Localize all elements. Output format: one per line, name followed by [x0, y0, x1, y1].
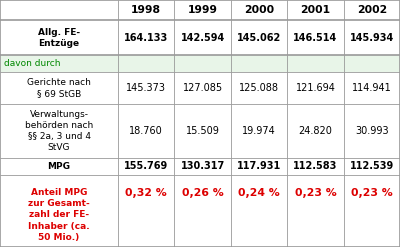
- Text: 1998: 1998: [131, 5, 161, 15]
- Bar: [0, 20, 400, 56]
- Text: 145.062: 145.062: [237, 33, 281, 42]
- Text: MPG: MPG: [48, 162, 70, 171]
- Text: 145.934: 145.934: [350, 33, 394, 42]
- Text: 2000: 2000: [244, 5, 274, 15]
- Text: 127.085: 127.085: [182, 83, 223, 93]
- Text: 0,32 %: 0,32 %: [125, 188, 167, 198]
- Text: 0,26 %: 0,26 %: [182, 188, 224, 198]
- Text: 125.088: 125.088: [239, 83, 279, 93]
- Text: 146.514: 146.514: [293, 33, 338, 42]
- Text: 0,23 %: 0,23 %: [351, 188, 393, 198]
- Text: Anteil MPG
zur Gesamt-
zahl der FE-
Inhaber (ca.
50 Mio.): Anteil MPG zur Gesamt- zahl der FE- Inha…: [28, 188, 90, 242]
- Text: 112.583: 112.583: [293, 162, 338, 171]
- Text: 2001: 2001: [300, 5, 330, 15]
- Bar: [0, 72, 400, 104]
- Text: 0,23 %: 0,23 %: [294, 188, 336, 198]
- Text: 18.760: 18.760: [129, 126, 163, 136]
- Text: 121.694: 121.694: [296, 83, 335, 93]
- Bar: [0, 0, 400, 20]
- Text: 114.941: 114.941: [352, 83, 392, 93]
- Text: Allg. FE-
Entzüge: Allg. FE- Entzüge: [38, 27, 80, 48]
- Text: 24.820: 24.820: [298, 126, 332, 136]
- Text: Gerichte nach
§ 69 StGB: Gerichte nach § 69 StGB: [27, 78, 91, 98]
- Text: davon durch: davon durch: [4, 59, 60, 68]
- Text: Verwaltungs-
behörden nach
§§ 2a, 3 und 4
StVG: Verwaltungs- behörden nach §§ 2a, 3 und …: [25, 109, 93, 152]
- Text: 117.931: 117.931: [237, 162, 281, 171]
- Text: 1999: 1999: [188, 5, 218, 15]
- Text: 30.993: 30.993: [355, 126, 389, 136]
- Bar: [0, 104, 400, 158]
- Text: 15.509: 15.509: [186, 126, 220, 136]
- Bar: [0, 175, 400, 247]
- Text: 0,24 %: 0,24 %: [238, 188, 280, 198]
- Text: 164.133: 164.133: [124, 33, 168, 42]
- Text: 142.594: 142.594: [180, 33, 225, 42]
- Bar: [0, 56, 400, 72]
- Text: 19.974: 19.974: [242, 126, 276, 136]
- Text: 130.317: 130.317: [180, 162, 225, 171]
- Text: 2002: 2002: [357, 5, 387, 15]
- Text: 112.539: 112.539: [350, 162, 394, 171]
- Text: 155.769: 155.769: [124, 162, 168, 171]
- Text: 145.373: 145.373: [126, 83, 166, 93]
- Bar: [0, 158, 400, 175]
